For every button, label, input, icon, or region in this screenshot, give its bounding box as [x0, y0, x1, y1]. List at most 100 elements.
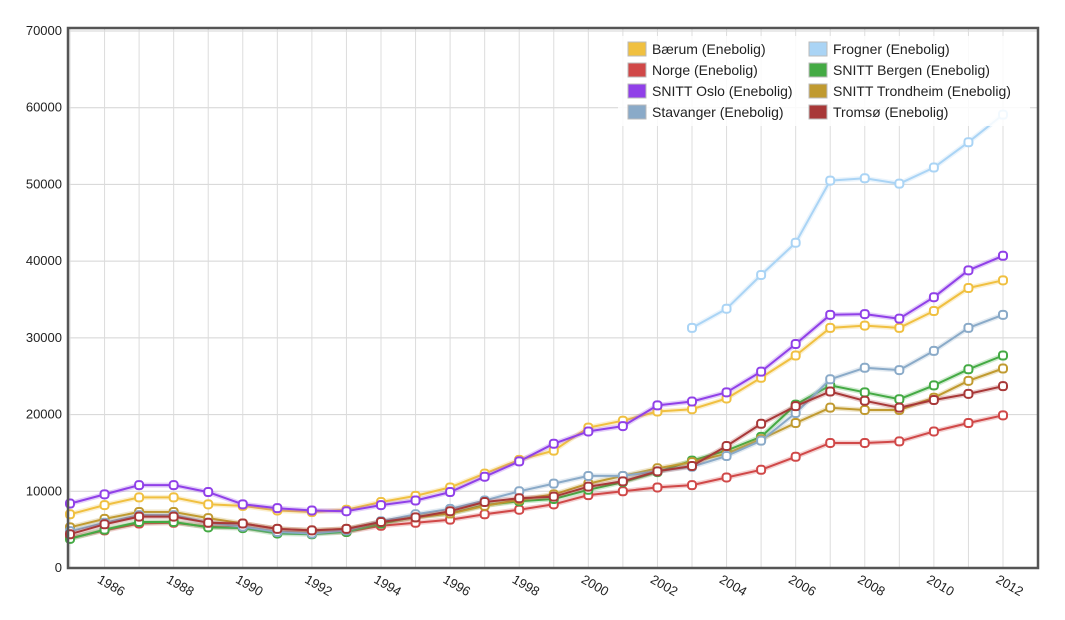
data-point[interactable] [479, 471, 490, 482]
data-point[interactable] [894, 436, 905, 447]
data-point[interactable] [514, 493, 525, 504]
data-point[interactable] [687, 396, 697, 407]
data-point[interactable] [134, 480, 145, 491]
data-point[interactable] [790, 418, 801, 429]
legend-item[interactable]: SNITT Trondheim (Enebolig) [808, 83, 1011, 99]
data-point[interactable] [548, 491, 559, 502]
data-point[interactable] [894, 313, 905, 324]
data-point[interactable] [237, 518, 248, 529]
data-point[interactable] [928, 380, 939, 391]
data-point[interactable] [168, 492, 179, 503]
legend-item[interactable]: Frogner (Enebolig) [808, 41, 950, 57]
data-point[interactable] [963, 282, 974, 293]
legend-item[interactable]: SNITT Bergen (Enebolig) [808, 62, 990, 78]
data-point[interactable] [168, 511, 179, 522]
legend-item[interactable]: SNITT Oslo (Enebolig) [627, 83, 793, 99]
data-point[interactable] [825, 402, 836, 413]
data-point[interactable] [998, 381, 1008, 392]
data-point[interactable] [99, 519, 110, 530]
data-point[interactable] [687, 480, 697, 491]
data-point[interactable] [998, 410, 1008, 421]
data-point[interactable] [721, 472, 732, 483]
data-point[interactable] [963, 388, 974, 399]
legend-item[interactable]: Stavanger (Enebolig) [627, 104, 784, 120]
data-point[interactable] [99, 500, 110, 511]
data-point[interactable] [272, 503, 283, 514]
data-point[interactable] [998, 363, 1008, 374]
data-point[interactable] [445, 487, 456, 498]
data-point[interactable] [825, 437, 836, 448]
data-point[interactable] [134, 511, 145, 522]
data-point[interactable] [617, 486, 628, 497]
data-point[interactable] [894, 322, 905, 333]
data-point[interactable] [652, 482, 663, 493]
data-point[interactable] [756, 418, 767, 429]
data-point[interactable] [479, 509, 490, 520]
data-point[interactable] [859, 387, 870, 398]
data-point[interactable] [134, 492, 145, 503]
data-point[interactable] [859, 437, 870, 448]
data-point[interactable] [998, 275, 1008, 286]
data-point[interactable] [410, 495, 421, 506]
data-point[interactable] [894, 394, 905, 405]
data-point[interactable] [341, 523, 352, 534]
data-point[interactable] [583, 470, 594, 481]
data-point[interactable] [376, 500, 386, 511]
data-point[interactable] [652, 400, 663, 411]
data-point[interactable] [963, 322, 974, 333]
data-point[interactable] [687, 460, 697, 471]
data-point[interactable] [203, 487, 214, 498]
data-point[interactable] [928, 306, 939, 317]
data-point[interactable] [721, 303, 732, 314]
data-point[interactable] [859, 173, 870, 184]
data-point[interactable] [341, 506, 352, 517]
data-point[interactable] [963, 418, 974, 429]
data-point[interactable] [825, 175, 836, 186]
data-point[interactable] [410, 512, 421, 523]
data-point[interactable] [790, 350, 801, 361]
data-point[interactable] [376, 516, 386, 527]
legend-item[interactable]: Bærum (Enebolig) [627, 41, 766, 57]
data-point[interactable] [617, 421, 628, 432]
data-point[interactable] [306, 505, 317, 516]
data-point[interactable] [583, 426, 594, 437]
data-point[interactable] [721, 450, 732, 461]
data-point[interactable] [514, 504, 525, 515]
data-point[interactable] [998, 309, 1008, 320]
data-point[interactable] [825, 374, 836, 385]
data-point[interactable] [859, 404, 870, 415]
data-point[interactable] [928, 394, 939, 405]
data-point[interactable] [894, 178, 905, 189]
data-point[interactable] [445, 506, 456, 517]
data-point[interactable] [514, 456, 525, 467]
data-point[interactable] [928, 426, 939, 437]
data-point[interactable] [825, 386, 836, 397]
data-point[interactable] [894, 402, 905, 413]
data-point[interactable] [859, 309, 870, 320]
data-point[interactable] [894, 365, 905, 376]
data-point[interactable] [963, 265, 974, 276]
data-point[interactable] [99, 489, 110, 500]
data-point[interactable] [825, 322, 836, 333]
data-point[interactable] [721, 441, 732, 452]
data-point[interactable] [963, 375, 974, 386]
data-point[interactable] [998, 350, 1008, 361]
data-point[interactable] [825, 309, 836, 320]
data-point[interactable] [998, 250, 1008, 261]
data-point[interactable] [687, 322, 697, 333]
data-point[interactable] [859, 320, 870, 331]
data-point[interactable] [617, 476, 628, 487]
data-point[interactable] [790, 237, 801, 248]
data-point[interactable] [548, 438, 559, 449]
data-point[interactable] [756, 366, 767, 377]
data-point[interactable] [790, 401, 801, 412]
legend-item[interactable]: Tromsø (Enebolig) [808, 104, 948, 120]
data-point[interactable] [548, 478, 559, 489]
data-point[interactable] [203, 517, 214, 528]
data-point[interactable] [963, 137, 974, 148]
data-point[interactable] [237, 499, 248, 510]
data-point[interactable] [859, 362, 870, 373]
data-point[interactable] [583, 481, 594, 492]
data-point[interactable] [479, 497, 490, 508]
data-point[interactable] [790, 451, 801, 462]
